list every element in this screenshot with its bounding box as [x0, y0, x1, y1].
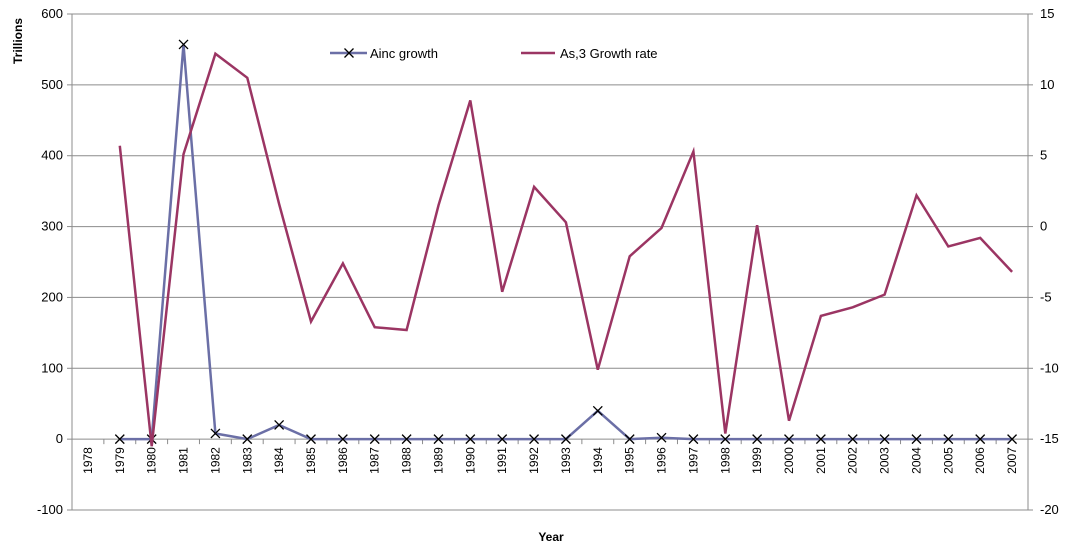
data-point-ainc-growth — [656, 432, 667, 443]
data-point-ainc-growth — [401, 434, 412, 445]
data-point-ainc-growth — [114, 434, 125, 445]
data-point-ainc-growth — [465, 434, 476, 445]
data-point-ainc-growth — [210, 428, 221, 439]
x-axis-tick-label: 2007 — [1005, 447, 1019, 474]
right-axis-tick-label: -15 — [1040, 431, 1059, 446]
legend-label-as3-growth-rate: As,3 Growth rate — [560, 46, 658, 61]
x-axis-tick-label: 1986 — [336, 447, 350, 474]
x-axis-tick-label: 1980 — [145, 447, 159, 474]
x-axis-tick-label: 1990 — [463, 447, 477, 474]
x-axis-tick-label: 1999 — [750, 447, 764, 474]
data-point-ainc-growth — [1007, 434, 1018, 445]
data-point-ainc-growth — [560, 434, 571, 445]
right-axis-tick-labels: -20 -15 -10 -5 0 5 10 15 — [1040, 6, 1059, 517]
x-axis-tick-label: 2001 — [814, 447, 828, 474]
x-axis-tick-label: 1996 — [655, 447, 669, 474]
legend: Ainc growth As,3 Growth rate — [330, 46, 658, 61]
left-axis-tick-label: -100 — [37, 502, 63, 517]
data-point-ainc-growth — [178, 39, 189, 50]
x-axis-tick-label: 1978 — [81, 447, 95, 474]
right-axis-tick-label: -5 — [1040, 289, 1052, 304]
data-point-ainc-growth — [911, 434, 922, 445]
x-axis-tick-label: 1995 — [623, 447, 637, 474]
x-axis-tick-label: 2002 — [846, 447, 860, 474]
x-axis-tick-label: 1981 — [177, 447, 191, 474]
data-point-ainc-growth — [337, 434, 348, 445]
data-point-ainc-growth — [784, 434, 794, 445]
left-axis-tick-label: 500 — [41, 77, 63, 92]
data-point-ainc-growth — [879, 434, 890, 445]
gridlines — [72, 13, 1028, 369]
x-axis-tick-label: 1982 — [208, 447, 222, 474]
legend-marker-x-icon — [344, 48, 354, 58]
data-point-ainc-growth — [815, 434, 826, 445]
x-axis-tick-label: 1987 — [368, 447, 382, 474]
data-point-ainc-growth — [752, 434, 763, 445]
left-axis-tick-label: 400 — [41, 148, 63, 163]
data-point-ainc-growth — [497, 434, 508, 445]
y-axis-left-title: Trillions — [11, 18, 25, 64]
x-axis-tick-label: 1994 — [591, 447, 605, 474]
left-axis-tick-labels: -100 0 100 200 300 400 500 600 — [37, 6, 63, 517]
x-axis-tick-label: 2006 — [973, 447, 987, 474]
right-axis-tick-label: -20 — [1040, 502, 1059, 517]
data-point-ainc-growth — [592, 405, 603, 416]
data-point-ainc-growth — [624, 434, 635, 445]
data-point-ainc-growth — [433, 434, 444, 445]
series-lines — [114, 39, 1018, 447]
right-axis-tick-label: 15 — [1040, 6, 1054, 21]
data-point-ainc-growth — [688, 434, 699, 445]
x-axis-tick-label: 1985 — [304, 447, 318, 474]
x-axis-title: Year — [538, 530, 564, 544]
left-axis-tick-label: 200 — [41, 289, 63, 304]
right-axis-tick-label: 0 — [1040, 219, 1047, 234]
legend-entry-ainc-growth: Ainc growth — [330, 46, 438, 61]
left-axis-tick-label: 0 — [56, 431, 63, 446]
right-axis-tick-label: 10 — [1040, 77, 1054, 92]
x-axis-tick-label: 1989 — [431, 447, 445, 474]
data-point-ainc-growth — [242, 434, 253, 445]
data-point-ainc-growth — [369, 434, 380, 445]
data-point-ainc-growth — [306, 434, 316, 445]
x-axis-tick-label: 2004 — [909, 447, 923, 474]
left-axis-tick-label: 100 — [41, 360, 63, 375]
data-point-ainc-growth — [720, 434, 731, 445]
left-axis-tick-label: 600 — [41, 6, 63, 21]
x-axis-tick-label: 2000 — [782, 447, 796, 474]
x-axis-tick-label: 1991 — [495, 447, 509, 474]
x-axis-tick-label: 2003 — [878, 447, 892, 474]
left-axis-tick-label: 300 — [41, 219, 63, 234]
x-axis-tick-label: 1988 — [400, 447, 414, 474]
x-axis-tick-label: 1979 — [113, 447, 127, 474]
right-axis-tick-label: -10 — [1040, 360, 1059, 375]
x-axis-tick-label: 1983 — [240, 447, 254, 474]
data-point-ainc-growth — [975, 434, 986, 445]
x-axis-tick-label: 1993 — [559, 447, 573, 474]
data-point-ainc-growth — [943, 434, 954, 445]
x-axis-tick-label: 1998 — [718, 447, 732, 474]
data-point-ainc-growth — [847, 434, 858, 445]
x-axis-tick-label: 2005 — [941, 447, 955, 474]
x-axis-tick-label: 1984 — [272, 447, 286, 474]
data-point-ainc-growth — [274, 420, 285, 430]
x-axis-tick-label: 1992 — [527, 447, 541, 474]
data-point-ainc-growth — [529, 434, 540, 445]
legend-label-ainc-growth: Ainc growth — [370, 46, 438, 61]
right-axis-tick-label: 5 — [1040, 148, 1047, 163]
x-axis-tick-labels: 1978 1979 1980 1981 1982 1983 1984 1985 1986 1987… — [81, 447, 1019, 474]
series-line-as-3-growth-rate — [118, 51, 1014, 447]
x-axis-tick-label: 1997 — [686, 447, 700, 474]
legend-entry-as3-growth-rate: As,3 Growth rate — [521, 46, 658, 61]
